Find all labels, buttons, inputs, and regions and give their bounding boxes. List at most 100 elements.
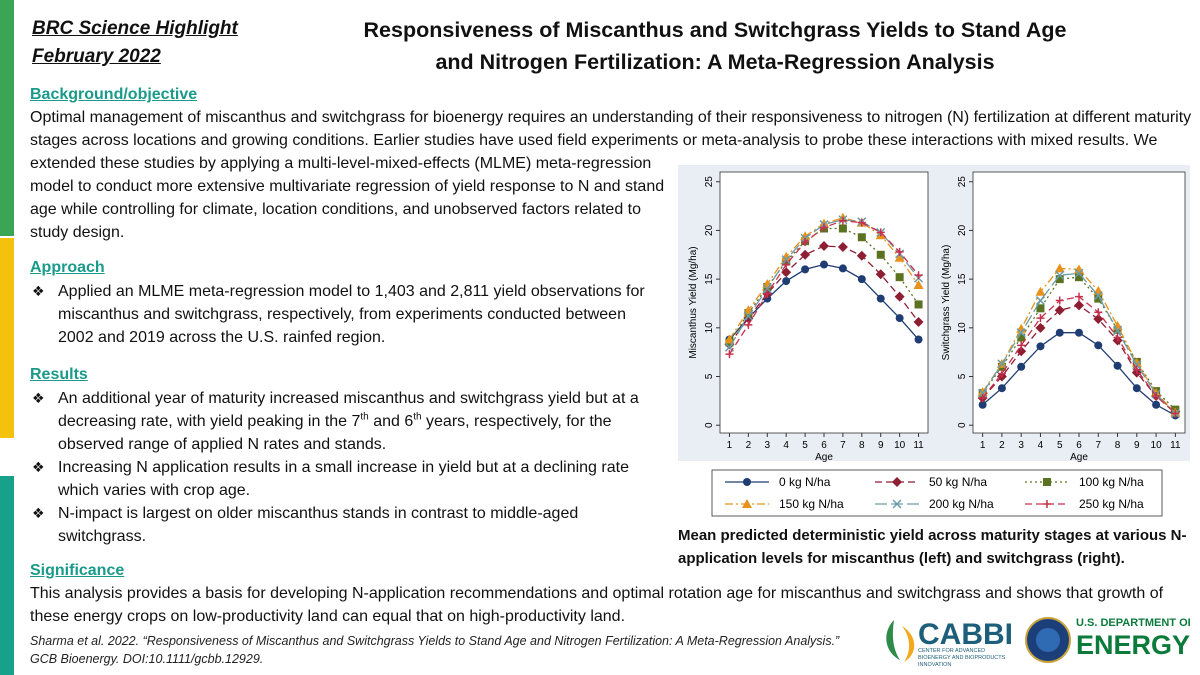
marker — [744, 320, 753, 329]
x-tick-label: 8 — [1115, 440, 1121, 451]
x-tick-label: 10 — [1151, 440, 1163, 451]
marker — [837, 241, 848, 252]
legend-label: 150 kg N/ha — [779, 497, 844, 511]
background-text: Optimal management of miscanthus and swi… — [30, 109, 1192, 241]
x-axis-label: Age — [815, 452, 833, 463]
y-tick-label: 20 — [957, 224, 968, 236]
series-line — [728, 219, 920, 348]
marker — [1171, 409, 1180, 418]
marker — [1094, 308, 1103, 317]
background-text-box: Optimal management of miscanthus and swi… — [30, 106, 1195, 292]
legend-label: 50 kg N/ha — [929, 475, 987, 489]
title-line: and Nitrogen Fertilization: A Meta-Regre… — [435, 50, 995, 74]
marker — [762, 284, 772, 294]
marker — [819, 218, 829, 228]
marker — [1036, 314, 1045, 323]
citation-line: Sharma et al. 2022. “Responsiveness of M… — [30, 634, 840, 648]
section-heading: Results — [30, 366, 88, 383]
y-tick-label: 10 — [704, 322, 715, 334]
text: years, respectively, for the observed ra… — [58, 413, 612, 453]
legend-label: 200 kg N/ha — [929, 497, 994, 511]
marker — [1035, 286, 1046, 296]
x-tick-label: 5 — [802, 440, 808, 451]
legend-marker — [892, 477, 902, 487]
x-tick-label: 8 — [859, 440, 865, 451]
x-tick-label: 11 — [913, 440, 924, 451]
marker — [1016, 328, 1026, 338]
significance-text: This analysis provides a basis for devel… — [30, 585, 1164, 625]
accent-bar — [0, 238, 14, 438]
section-heading: Background/objective — [30, 86, 198, 103]
doe-top: U.S. DEPARTMENT OF — [1076, 617, 1190, 629]
marker — [820, 223, 828, 232]
marker — [997, 359, 1007, 369]
marker — [1094, 294, 1103, 303]
marker — [978, 388, 988, 398]
marker — [914, 335, 923, 344]
y-tick-label: 15 — [957, 273, 968, 285]
text: An additional year of maturity increased… — [58, 390, 639, 430]
marker — [781, 251, 792, 261]
marker — [876, 228, 885, 237]
marker — [857, 233, 866, 242]
x-axis-label: Age — [1070, 452, 1088, 463]
marker — [875, 269, 886, 280]
marker — [978, 393, 987, 402]
doe-text: ENERGY — [1076, 630, 1190, 660]
marker — [1054, 263, 1065, 273]
section-heading: Significance — [30, 562, 125, 579]
series-line — [728, 227, 920, 343]
marker — [895, 273, 904, 282]
marker — [914, 300, 923, 309]
citation: Sharma et al. 2022. “Responsiveness of M… — [30, 632, 850, 668]
marker — [1113, 361, 1122, 370]
x-tick-label: 6 — [1076, 440, 1082, 451]
marker — [895, 314, 904, 323]
marker — [1132, 365, 1141, 374]
marker — [1132, 360, 1142, 370]
marker — [800, 231, 811, 241]
cabbi-sub-box: CENTER FOR ADVANCED BIOENERGY AND BIOPRO… — [918, 648, 1005, 668]
y-tick-label: 5 — [957, 373, 968, 379]
marker — [782, 277, 791, 286]
marker — [1074, 300, 1084, 311]
title: Responsiveness of Miscanthus and Switchg… — [280, 14, 1150, 78]
legend-marker — [742, 499, 752, 508]
accent-bar — [0, 0, 14, 236]
legend-marker — [743, 478, 751, 486]
y-tick-label: 25 — [704, 176, 715, 188]
marker — [819, 241, 829, 252]
legend-marker — [1043, 478, 1051, 486]
marker — [838, 224, 847, 233]
marker — [1152, 391, 1161, 400]
marker — [1093, 314, 1104, 325]
marker — [876, 250, 885, 259]
bullet: Increasing N application results in a sm… — [30, 456, 655, 502]
y-axis-label: Miscanthus Yield (Mg/ha) — [688, 246, 699, 358]
x-tick-label: 5 — [1057, 440, 1063, 451]
marker — [857, 218, 866, 227]
figure-caption: Mean predicted deterministic yield acros… — [678, 527, 1187, 567]
highlight-label: BRC Science Highlight — [32, 18, 238, 39]
marker — [1035, 296, 1045, 306]
marker — [1055, 270, 1065, 280]
marker — [781, 267, 792, 278]
section-heading: Approach — [30, 259, 105, 276]
citation-line: GCB Bioenergy. DOI:10.1111/gcbb.12929. — [30, 652, 264, 666]
marker — [913, 316, 924, 327]
bullet: An additional year of maturity increased… — [30, 387, 655, 456]
x-tick-label: 3 — [764, 440, 770, 451]
x-tick-label: 7 — [1095, 440, 1101, 451]
marker — [1093, 291, 1103, 301]
marker — [1075, 273, 1083, 282]
marker — [781, 255, 791, 265]
marker — [857, 275, 866, 284]
cabbi-text: CABBI — [918, 618, 1013, 651]
x-tick-label: 7 — [840, 440, 846, 451]
legend-marker — [892, 499, 902, 509]
marker — [1036, 342, 1045, 351]
marker — [856, 250, 867, 261]
approach-list: Applied an MLME meta-regression model to… — [30, 280, 655, 349]
x-tick-label: 3 — [1018, 440, 1024, 451]
